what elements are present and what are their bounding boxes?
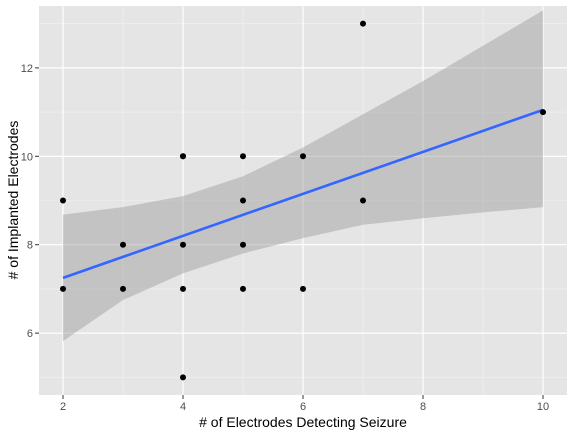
x-tick-label: 6 <box>300 401 306 413</box>
data-point <box>300 285 306 292</box>
y-tick-label: 12 <box>21 63 33 75</box>
y-axis-ticks: 6 8 10 12 <box>21 63 39 340</box>
data-point <box>360 197 366 204</box>
x-tick-label: 2 <box>60 401 66 413</box>
data-point <box>120 241 126 248</box>
x-tick-label: 10 <box>537 401 549 413</box>
data-point <box>240 241 246 248</box>
regression-line <box>62 108 544 280</box>
y-tick-label: 10 <box>21 151 33 163</box>
x-tick-label: 4 <box>180 401 186 413</box>
y-tick-label: 6 <box>27 328 33 340</box>
data-point <box>300 153 306 160</box>
data-point <box>120 285 126 292</box>
data-point <box>180 374 186 381</box>
data-point <box>240 285 246 292</box>
x-tick-label: 8 <box>420 401 426 413</box>
y-axis-title: # of Implanted Electrodes <box>5 121 21 280</box>
data-point <box>60 197 66 204</box>
x-axis-ticks: 2 4 6 8 10 <box>60 395 549 413</box>
data-point <box>180 153 186 160</box>
data-point <box>180 285 186 292</box>
data-point <box>60 285 66 292</box>
confidence-band <box>63 10 543 342</box>
data-point <box>540 109 546 116</box>
y-tick-label: 8 <box>27 240 33 252</box>
data-point <box>180 241 186 248</box>
x-axis-title: # of Electrodes Detecting Seizure <box>199 414 407 430</box>
data-point <box>240 197 246 204</box>
data-points <box>60 20 546 381</box>
data-point <box>360 20 366 27</box>
data-point <box>240 153 246 160</box>
